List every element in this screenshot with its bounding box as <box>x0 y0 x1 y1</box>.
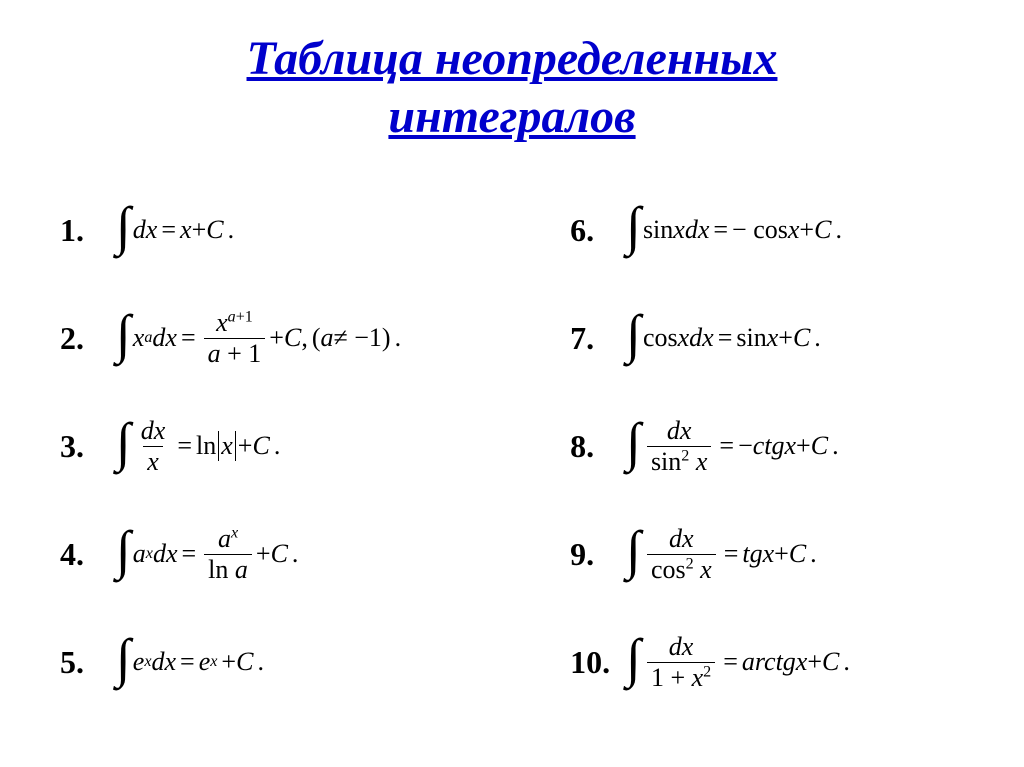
formula: ∫exdx = ex + C. <box>116 647 264 677</box>
row-number: 5. <box>60 644 116 681</box>
formula-row-5: 5. ∫exdx = ex + C. <box>60 627 510 697</box>
formula: ∫dx = x + C. <box>116 215 234 245</box>
row-number: 1. <box>60 212 116 249</box>
formula-row-9: 9. ∫ dx cos2 x = tgx + C. <box>570 519 964 589</box>
formula-row-7: 7. ∫cos xdx = sin x + C. <box>570 303 964 373</box>
right-column: 6. ∫sin xdx = − cos x + C. 7. ∫cos xdx =… <box>570 195 964 697</box>
row-number: 10. <box>570 644 626 681</box>
row-number: 3. <box>60 428 116 465</box>
row-number: 8. <box>570 428 626 465</box>
row-number: 4. <box>60 536 116 573</box>
formula-columns: 1. ∫dx = x + C. 2. ∫xadx = xa+1 a + 1 + … <box>60 195 964 697</box>
formula-row-1: 1. ∫dx = x + C. <box>60 195 510 265</box>
formula-row-6: 6. ∫sin xdx = − cos x + C. <box>570 195 964 265</box>
row-number: 9. <box>570 536 626 573</box>
formula: ∫ dx cos2 x = tgx + C. <box>626 525 817 583</box>
formula-row-4: 4. ∫axdx = ax ln a + C. <box>60 519 510 589</box>
formula-row-2: 2. ∫xadx = xa+1 a + 1 + C,(a ≠ −1). <box>60 303 510 373</box>
formula: ∫ dx sin2 x = −ctgx + C. <box>626 417 838 475</box>
formula: ∫xadx = xa+1 a + 1 + C,(a ≠ −1). <box>116 309 401 367</box>
slide: Таблица неопределенных интегралов 1. ∫dx… <box>0 0 1024 767</box>
formula: ∫ dx x = lnx + C. <box>116 417 280 475</box>
row-number: 6. <box>570 212 626 249</box>
formula: ∫sin xdx = − cos x + C. <box>626 215 842 245</box>
formula: ∫ dx 1 + x2 = arctgx + C. <box>626 633 850 691</box>
row-number: 7. <box>570 320 626 357</box>
formula-row-10: 10. ∫ dx 1 + x2 = arctgx + C. <box>570 627 964 697</box>
left-column: 1. ∫dx = x + C. 2. ∫xadx = xa+1 a + 1 + … <box>60 195 510 697</box>
formula-row-8: 8. ∫ dx sin2 x = −ctgx + C. <box>570 411 964 481</box>
formula-row-3: 3. ∫ dx x = lnx + C. <box>60 411 510 481</box>
row-number: 2. <box>60 320 116 357</box>
title-line-1: Таблица неопределенных <box>247 32 778 85</box>
formula: ∫cos xdx = sin x + C. <box>626 323 821 353</box>
slide-title: Таблица неопределенных интегралов <box>60 30 964 145</box>
title-line-2: интегралов <box>388 90 635 143</box>
formula: ∫axdx = ax ln a + C. <box>116 525 298 583</box>
